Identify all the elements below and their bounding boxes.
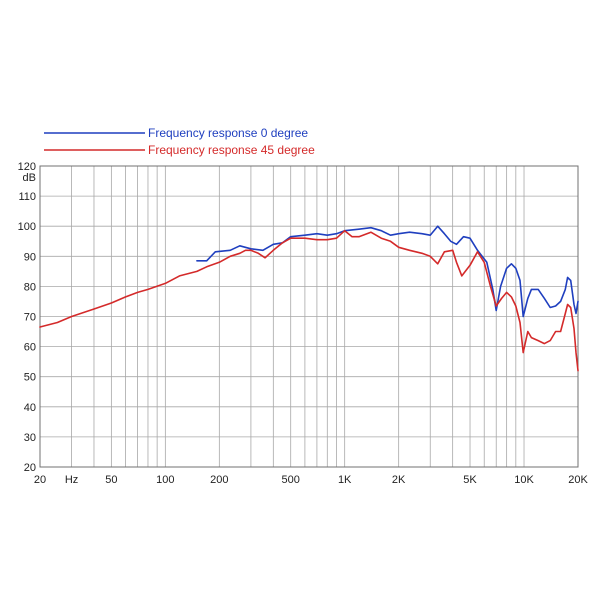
series-layer <box>39 225 579 372</box>
x-tick-label: 20K <box>568 474 588 486</box>
y-tick-label: 90 <box>24 251 36 263</box>
y-tick-label: 50 <box>24 372 36 384</box>
grid-layer <box>40 166 578 467</box>
x-tick-label: 100 <box>156 474 174 486</box>
legend-label-1: Frequency response 45 degree <box>148 143 315 157</box>
y-tick-label: 110 <box>18 191 36 203</box>
y-tick-label: 120 <box>18 161 36 173</box>
series-line-1 <box>39 229 579 372</box>
y-tick-label: 100 <box>18 221 36 233</box>
x-tick-label: 2K <box>392 474 406 486</box>
x-tick-label: 200 <box>210 474 228 486</box>
x-tick-label: 500 <box>282 474 300 486</box>
y-tick-label: 80 <box>24 281 36 293</box>
y-tick-label: 60 <box>24 342 36 354</box>
legend-label-0: Frequency response 0 degree <box>148 126 308 140</box>
x-tick-label: 50 <box>105 474 117 486</box>
y-tick-label: 30 <box>24 432 36 444</box>
x-tick-label: 5K <box>463 474 477 486</box>
x-tick-label: 1K <box>338 474 352 486</box>
x-tick-label: 20 <box>34 474 46 486</box>
x-tick-label: Hz <box>65 474 78 486</box>
x-tick-label: 10K <box>514 474 534 486</box>
plot-frame <box>39 165 579 468</box>
y-tick-label: 70 <box>24 312 36 324</box>
y-axis-unit-label: dB <box>23 172 36 184</box>
y-tick-label: 20 <box>24 462 36 474</box>
y-tick-label: 40 <box>24 402 36 414</box>
legend: Frequency response 0 degree Frequency res… <box>44 126 315 157</box>
